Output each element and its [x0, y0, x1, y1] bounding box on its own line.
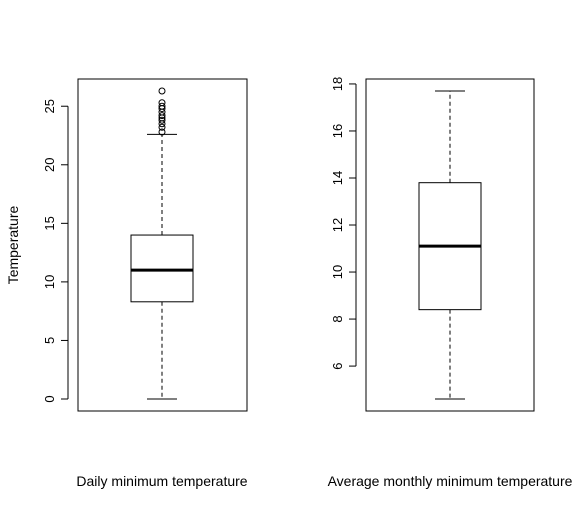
y-tick-label: 5 [42, 337, 57, 344]
outlier-point [158, 99, 166, 107]
y-axis-title-daily: Temperature [5, 205, 21, 284]
y-tick-label: 15 [42, 216, 57, 230]
plot-frame-daily [77, 78, 248, 412]
x-axis-title-daily: Daily minimum temperature [76, 473, 247, 489]
boxplot-monthly [418, 90, 482, 400]
panel-daily: 0 5 10 15 20 25 Temperature Daily minimum tem… [5, 78, 248, 489]
y-tick-label: 18 [330, 77, 345, 91]
y-tick-label: 10 [330, 265, 345, 279]
interquartile-box [130, 234, 194, 303]
y-tick-label: 25 [42, 99, 57, 113]
y-axis-monthly: 6 8 10 12 14 16 18 [330, 77, 357, 370]
y-tick-label: 6 [330, 362, 345, 369]
panel-monthly: 6 8 10 12 14 16 18 Average monthly minimum tem… [328, 77, 573, 489]
outlier-point [158, 116, 166, 124]
outlier-point [158, 123, 166, 131]
y-axis-daily: 0 5 10 15 20 25 [42, 99, 69, 403]
y-tick-label: 8 [330, 315, 345, 322]
outlier-point [158, 102, 166, 110]
y-tick-label: 12 [330, 218, 345, 232]
y-tick-label: 0 [42, 395, 57, 402]
outlier-point [158, 128, 166, 136]
outlier-point [158, 87, 166, 95]
y-tick-label: 16 [330, 124, 345, 138]
y-tick-label: 10 [42, 275, 57, 289]
y-tick-label: 20 [42, 158, 57, 172]
boxplot-daily [130, 87, 194, 400]
x-axis-title-monthly: Average monthly minimum temperature [328, 473, 573, 489]
y-tick-label: 14 [330, 171, 345, 185]
plot-frame-monthly [365, 78, 535, 412]
outlier-point [158, 112, 166, 120]
